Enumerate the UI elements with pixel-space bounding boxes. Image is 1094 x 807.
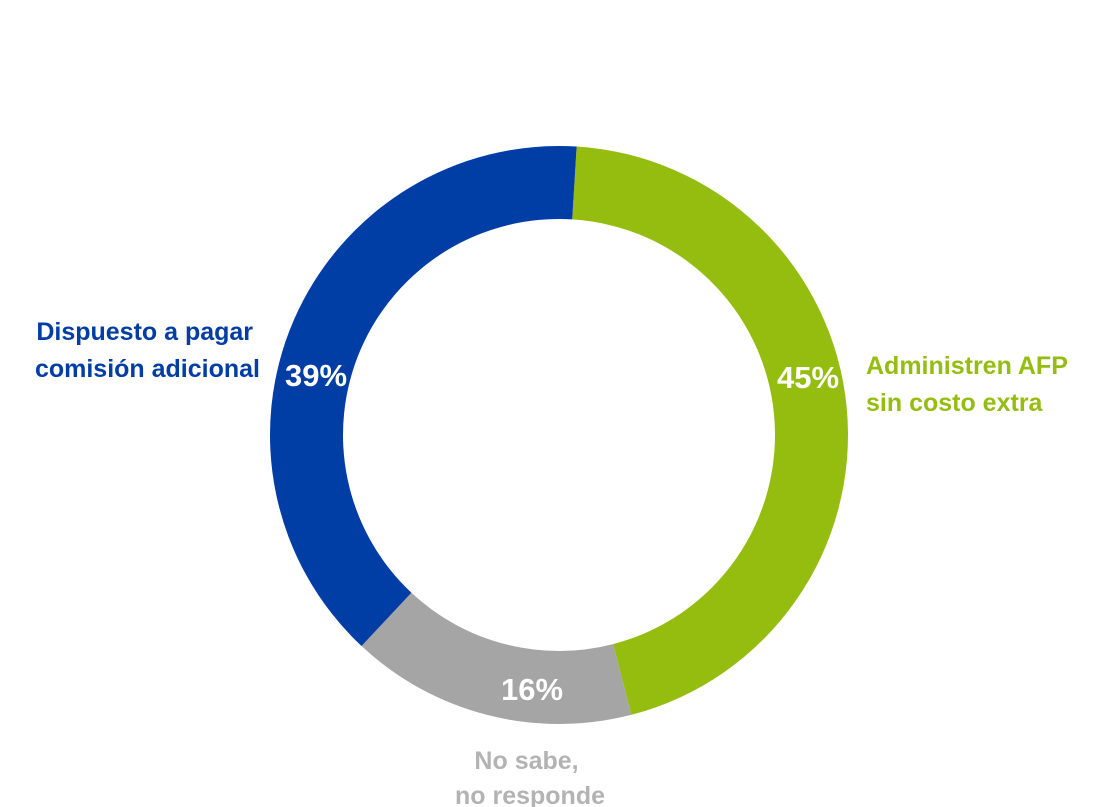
value-labels: 45% 16% 39%: [285, 358, 839, 707]
category-label-no-sabe-line-2: no responde: [455, 782, 605, 807]
category-label-afp-line-2: sin costo extra: [866, 389, 1044, 417]
category-label-no-sabe: No sabe, no responde: [455, 747, 605, 807]
category-label-afp-line-1: Administren AFP: [866, 352, 1067, 380]
slice-dispuesto: [269, 146, 577, 647]
value-label-no-sabe: 16%: [501, 672, 563, 707]
value-label-afp: 45%: [777, 360, 839, 395]
category-label-dispuesto-line-2: comisión adicional: [35, 355, 260, 383]
value-label-dispuesto: 39%: [285, 358, 347, 393]
category-label-afp: Administren AFP sin costo extra: [866, 352, 1074, 417]
category-labels: Administren AFP sin costo extra No sabe,…: [35, 318, 1074, 807]
category-label-dispuesto-line-1: Dispuesto a pagar: [36, 318, 253, 346]
category-label-dispuesto: Dispuesto a pagar comisión adicional: [35, 318, 260, 383]
slice-afp: [572, 146, 849, 715]
slice-no-sabe: [361, 592, 632, 724]
category-label-no-sabe-line-1: No sabe,: [474, 747, 578, 775]
donut-slices: [269, 146, 849, 724]
